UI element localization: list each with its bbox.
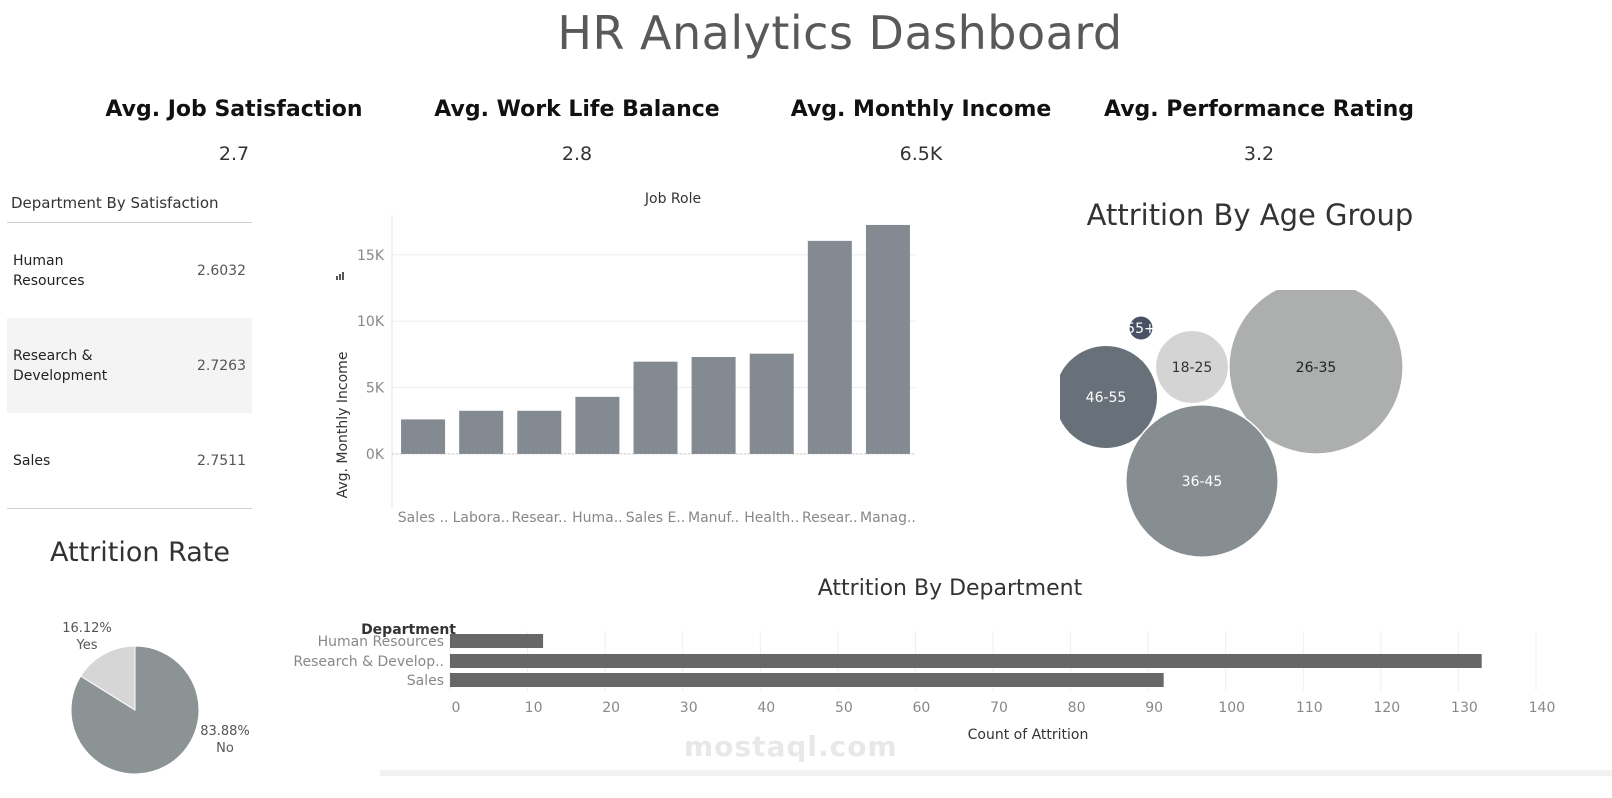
- x-tick-label: Manag..: [860, 510, 916, 526]
- bar: [749, 353, 794, 454]
- bar: [450, 634, 544, 648]
- x-tick-label: 40: [757, 700, 775, 716]
- table-row[interactable]: Human Resources 2.6032: [7, 223, 252, 318]
- x-tick-label: Labora..: [453, 510, 510, 526]
- x-tick-label: Sales E..: [626, 510, 685, 526]
- table-row[interactable]: Research & Development 2.7263: [7, 318, 252, 413]
- y-axis-ticks: Human Resources Research & Develop.. Sales: [293, 634, 444, 689]
- y-axis-title: Avg. Monthly Income: [335, 352, 351, 499]
- attrition-by-age-bubble-chart: 55+ 46-55 18-25 26-35 36-45: [1060, 290, 1404, 558]
- bubble: [1060, 344, 1159, 450]
- x-tick-label: Resear..: [511, 510, 567, 526]
- pie-value-label: 16.12%: [62, 621, 112, 636]
- attrition-by-department-chart: Department Human Resources Research & Dev…: [293, 622, 1556, 743]
- bubble-label: 46-55: [1086, 390, 1127, 406]
- bar: [575, 396, 620, 454]
- kpi-performance-rating-value: 3.2: [1243, 143, 1275, 165]
- chart-bars: [401, 224, 910, 454]
- x-tick-label: 80: [1068, 700, 1086, 716]
- bar: [517, 410, 562, 454]
- y-tick-label: 0K: [366, 447, 385, 463]
- y-tick-label: 5K: [366, 381, 385, 397]
- y-axis-ticks: 0K 5K 10K 15K: [357, 248, 385, 463]
- x-tick-label: 20: [602, 700, 620, 716]
- x-tick-label: 70: [990, 700, 1008, 716]
- bubble-label: 18-25: [1172, 360, 1213, 376]
- satisfaction-value: 2.6032: [197, 262, 246, 279]
- scrollbar-track[interactable]: [380, 770, 1612, 776]
- x-tick-label: 140: [1529, 700, 1556, 716]
- y-tick-label: 10K: [357, 314, 385, 330]
- watermark-text: mostaql.com: [684, 730, 898, 763]
- bubble: [1128, 315, 1154, 341]
- satisfaction-value: 2.7511: [197, 452, 246, 469]
- pie-value-label: 83.88%: [200, 724, 250, 739]
- attrition-rate-title: Attrition Rate: [50, 537, 230, 568]
- category-label: Sales: [407, 673, 444, 689]
- bar: [691, 357, 736, 454]
- category-label: Human Resources: [318, 634, 444, 650]
- kpi-performance-rating-label: Avg. Performance Rating: [1103, 97, 1415, 122]
- x-axis-ticks: 0 10 20 30 40 50 60 70 80 90 100 110 120 130 140: [452, 700, 1556, 716]
- dashboard-title: HR Analytics Dashboard: [557, 6, 1123, 60]
- attrition-rate-pie-chart: 83.88% No 16.12% Yes: [62, 621, 250, 775]
- bubble-label: 36-45: [1182, 474, 1223, 490]
- x-tick-label: 10: [525, 700, 543, 716]
- satisfaction-value: 2.7263: [197, 357, 246, 374]
- department-satisfaction-title: Department By Satisfaction: [7, 188, 252, 223]
- bar: [459, 410, 504, 454]
- x-tick-label: Sales ..: [398, 510, 449, 526]
- table-divider: [7, 508, 252, 509]
- department-name: Sales: [13, 452, 51, 469]
- x-axis-title: Count of Attrition: [968, 727, 1089, 743]
- kpi-monthly-income-label: Avg. Monthly Income: [790, 97, 1052, 122]
- pie-category-label: Yes: [76, 638, 98, 653]
- bubble-label: 55+: [1126, 321, 1156, 337]
- department-name: Research & Development: [13, 347, 108, 384]
- pie-category-label: No: [216, 741, 234, 756]
- sort-icon[interactable]: [336, 272, 344, 280]
- kpi-job-satisfaction-value: 2.7: [218, 143, 250, 165]
- bubble-label: 26-35: [1296, 360, 1337, 376]
- bar: [633, 361, 678, 454]
- x-tick-label: 120: [1373, 700, 1400, 716]
- department-chart-title: Attrition By Department: [817, 576, 1083, 601]
- x-tick-label: 110: [1296, 700, 1323, 716]
- bar: [401, 419, 446, 454]
- x-axis-ticks: Sales .. Labora.. Resear.. Huma.. Sales E.. M…: [398, 510, 916, 526]
- bubble: [1228, 290, 1404, 455]
- x-tick-label: 90: [1145, 700, 1163, 716]
- x-tick-label: 30: [680, 700, 698, 716]
- kpi-work-life-balance-value: 2.8: [561, 143, 593, 165]
- chart-bars: [450, 634, 1482, 687]
- x-tick-label: 100: [1218, 700, 1245, 716]
- category-label: Research & Develop..: [293, 654, 444, 670]
- y-tick-label: 15K: [357, 248, 385, 264]
- x-tick-label: 60: [913, 700, 931, 716]
- x-tick-label: Manuf..: [688, 510, 739, 526]
- income-by-job-role-chart: Job Role Avg. Monthly Income 0K5K10K15K …: [335, 191, 916, 526]
- x-tick-label: 130: [1451, 700, 1478, 716]
- pie-slice: [80, 645, 136, 711]
- bar: [865, 224, 910, 454]
- department-name: Human Resources: [13, 252, 85, 289]
- bubble: [1125, 404, 1279, 558]
- kpi-job-satisfaction-label: Avg. Job Satisfaction: [105, 97, 363, 122]
- bar: [450, 673, 1164, 687]
- x-tick-label: 0: [452, 700, 461, 716]
- kpi-monthly-income-value: 6.5K: [899, 143, 943, 165]
- x-tick-label: 50: [835, 700, 853, 716]
- age-chart-title: Attrition By Age Group: [1086, 198, 1414, 232]
- table-row[interactable]: Sales 2.7511: [7, 413, 252, 508]
- x-tick-label: Resear..: [802, 510, 858, 526]
- kpi-work-life-balance-label: Avg. Work Life Balance: [434, 97, 720, 122]
- x-tick-label: Health..: [744, 510, 799, 526]
- department-satisfaction-table: Department By Satisfaction Human Resourc…: [7, 188, 252, 522]
- bar: [450, 654, 1482, 668]
- chart-column-header: Job Role: [644, 191, 701, 207]
- y-axis-title: Department: [361, 622, 456, 638]
- bar: [807, 240, 852, 454]
- x-tick-label: Huma..: [572, 510, 623, 526]
